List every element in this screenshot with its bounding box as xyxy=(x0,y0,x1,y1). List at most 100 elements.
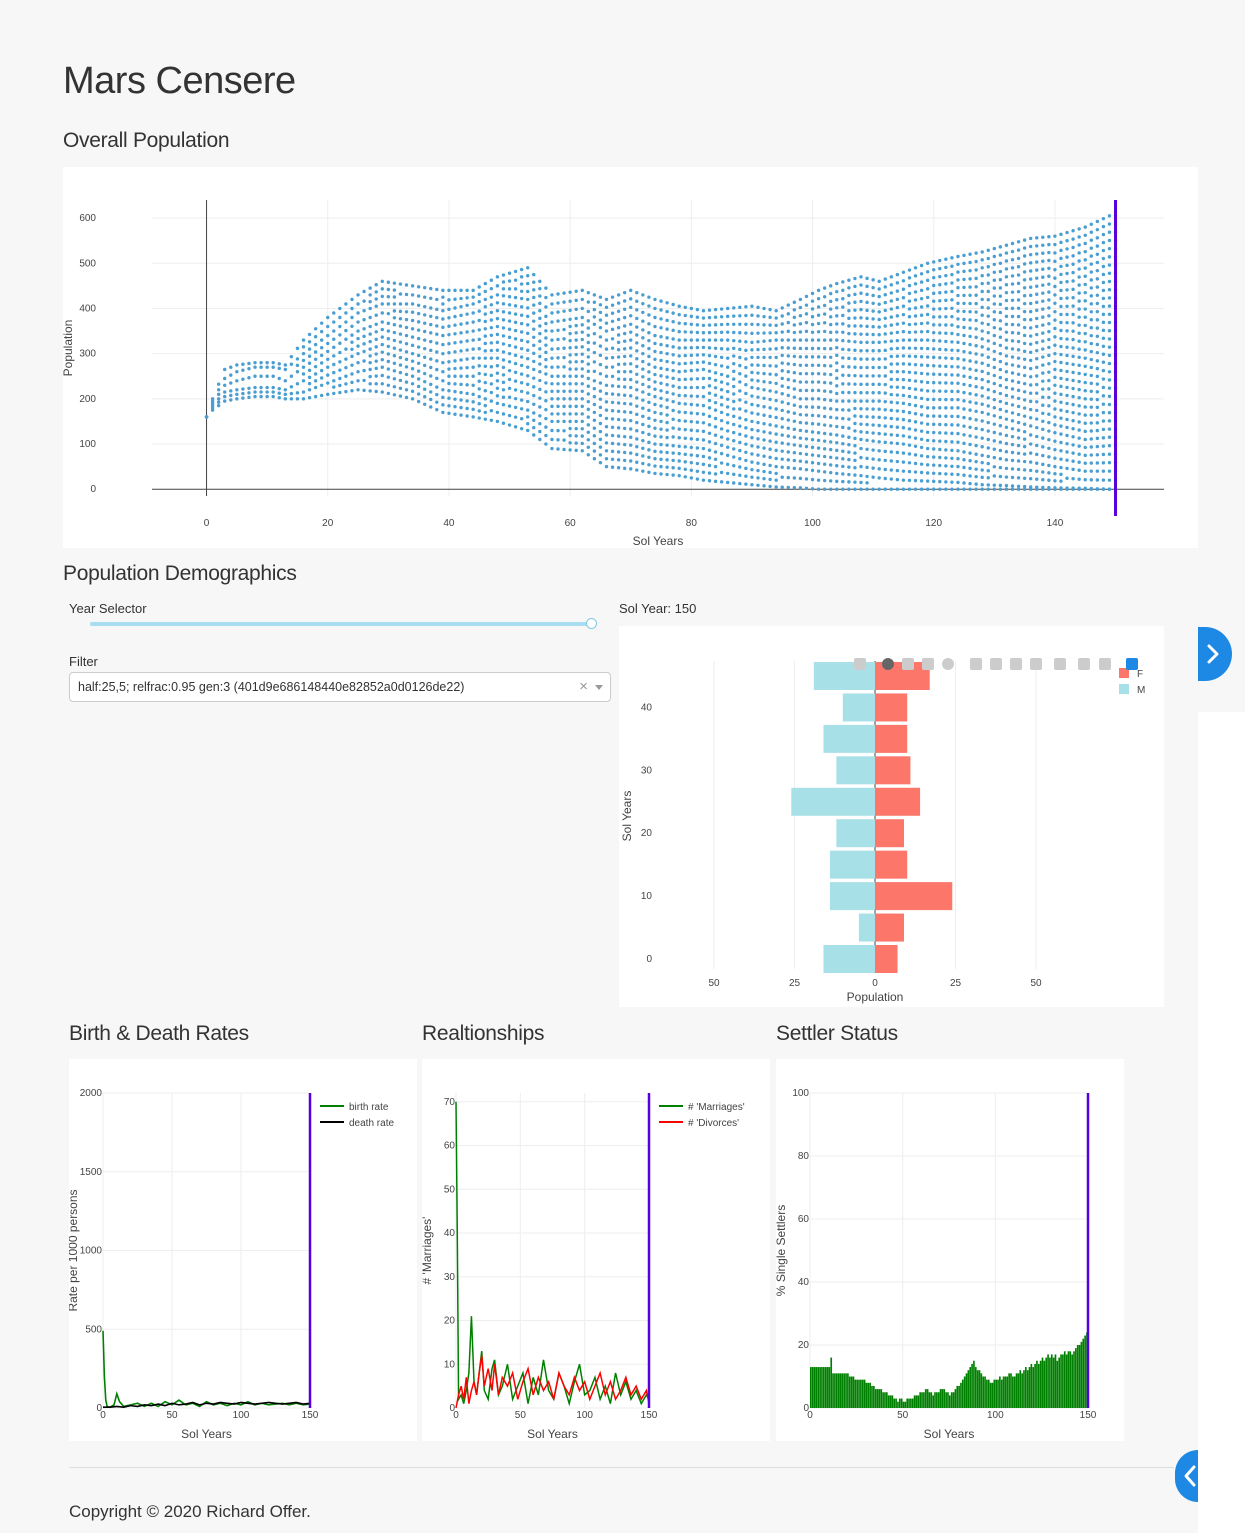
population-point xyxy=(968,359,972,363)
hover-closest-icon[interactable] xyxy=(1078,658,1090,670)
population-point xyxy=(1004,377,1009,382)
population-point xyxy=(507,287,512,291)
population-point xyxy=(1035,348,1039,353)
population-point xyxy=(544,286,548,290)
population-point xyxy=(1035,469,1039,473)
zoom-in-icon[interactable] xyxy=(970,658,982,670)
population-point xyxy=(429,296,433,300)
population-point xyxy=(980,321,984,325)
zoom-icon[interactable] xyxy=(882,658,894,670)
population-point xyxy=(635,299,639,303)
population-point xyxy=(968,310,972,314)
hover-compare-icon[interactable] xyxy=(1099,658,1111,670)
y-axis-title: Rate per 1000 persons xyxy=(69,1189,80,1311)
population-point xyxy=(980,475,984,480)
population-point xyxy=(816,288,821,293)
population-point xyxy=(865,284,869,289)
clear-filter-icon[interactable]: × xyxy=(579,678,588,695)
population-point xyxy=(1107,263,1112,267)
birth-death-chart[interactable]: 0 500 1000 1500 2000 0 50 100 150 Sol Years Rate p… xyxy=(66,1059,417,1441)
pan-icon[interactable] xyxy=(902,658,914,670)
population-pyramid-chart[interactable]: 50 25 0 25 50 0 10 20 30 40 Population Sol Years F M xyxy=(619,626,1164,1007)
population-point xyxy=(435,407,439,412)
population-point xyxy=(701,360,706,364)
population-point xyxy=(1041,299,1045,303)
settler-bar xyxy=(930,1392,933,1408)
population-point xyxy=(495,363,500,368)
population-point xyxy=(1089,445,1093,449)
population-point xyxy=(671,384,675,388)
population-point xyxy=(956,262,960,266)
population-point xyxy=(707,353,712,358)
population-point xyxy=(283,363,288,367)
population-point xyxy=(526,297,530,302)
year-slider-track[interactable] xyxy=(90,622,592,626)
population-point xyxy=(871,285,875,290)
population-point xyxy=(398,348,403,352)
population-point xyxy=(641,454,645,458)
spike-lines-icon[interactable] xyxy=(1054,658,1066,670)
population-point xyxy=(756,453,760,457)
population-point xyxy=(1089,478,1093,482)
population-point xyxy=(810,380,815,384)
expand-panel-button[interactable] xyxy=(1198,627,1232,681)
zoom-out-icon[interactable] xyxy=(990,658,1002,670)
population-point xyxy=(671,435,675,439)
pan-icon-shape xyxy=(902,658,914,670)
population-point xyxy=(835,338,839,342)
population-point xyxy=(956,487,960,491)
population-point xyxy=(1022,373,1027,378)
settler-bar xyxy=(839,1373,842,1408)
chevron-down-icon[interactable] xyxy=(595,685,603,690)
lasso-icon[interactable] xyxy=(942,658,954,670)
population-point xyxy=(459,296,463,301)
population-point xyxy=(701,438,706,442)
autoscale-icon[interactable] xyxy=(1010,658,1022,670)
overall-population-chart[interactable]: 0 100 200 300 400 500 600 0 20 40 60 80 100 120 140 Sol… xyxy=(61,167,1198,548)
population-point xyxy=(677,451,681,456)
population-point xyxy=(416,294,421,298)
population-point xyxy=(974,467,978,471)
population-point xyxy=(216,397,221,401)
population-point xyxy=(629,377,633,382)
population-point xyxy=(816,397,821,401)
plotly-logo-icon[interactable] xyxy=(1126,658,1138,670)
population-point xyxy=(1041,243,1045,247)
population-point xyxy=(707,369,712,373)
population-point xyxy=(956,457,960,461)
population-point xyxy=(519,363,524,368)
population-point xyxy=(871,466,875,470)
camera-icon[interactable] xyxy=(854,658,866,670)
filter-dropdown[interactable]: half:25,5; relfrac:0.95 gen:3 (401d9e686… xyxy=(69,672,611,702)
population-point xyxy=(841,288,845,293)
population-point xyxy=(689,322,694,326)
population-point xyxy=(810,371,815,376)
population-point xyxy=(580,315,584,320)
settler-bar xyxy=(845,1373,847,1408)
reset-axes-icon[interactable] xyxy=(1030,658,1042,670)
population-point xyxy=(822,312,827,316)
population-point xyxy=(1095,436,1100,441)
population-point xyxy=(968,375,972,380)
box-select-icon[interactable] xyxy=(922,658,934,670)
population-point xyxy=(956,440,960,444)
population-point xyxy=(998,440,1003,444)
population-point xyxy=(659,427,663,431)
population-point xyxy=(944,306,948,311)
year-slider-handle[interactable] xyxy=(586,618,597,629)
collapse-panel-button[interactable] xyxy=(1175,1450,1198,1502)
population-point xyxy=(804,477,809,481)
population-point xyxy=(574,434,578,438)
population-point xyxy=(683,467,687,472)
population-point xyxy=(471,400,475,404)
population-point xyxy=(859,332,863,336)
population-point xyxy=(483,297,487,302)
population-point xyxy=(871,293,875,298)
